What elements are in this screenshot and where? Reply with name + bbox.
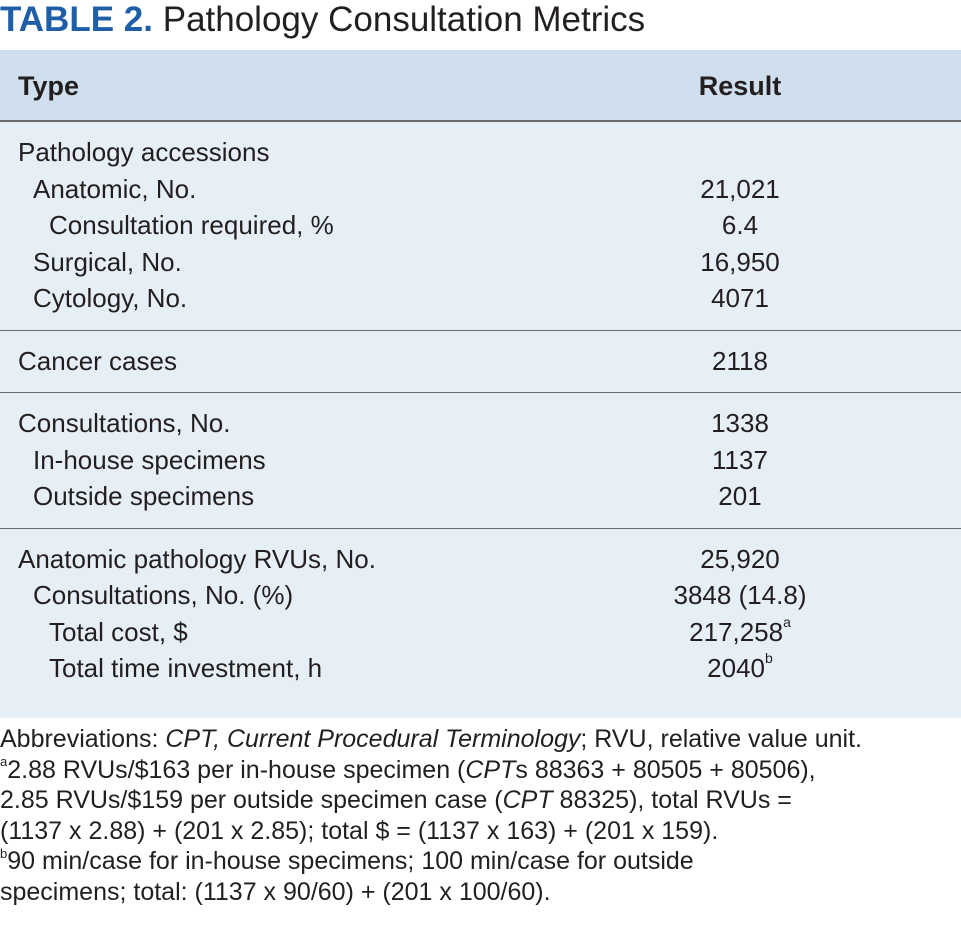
row-value: 6.4 [721, 210, 759, 240]
table-row: Cancer cases 2118 [0, 343, 961, 379]
table-row: Surgical, No. 16,950 [0, 244, 961, 280]
row-label: Anatomic pathology RVUs, No. [18, 543, 376, 574]
row-label: Cancer cases [18, 345, 177, 376]
footnote-marker: b [765, 650, 773, 667]
row-value: 3848 (14.8) [673, 580, 807, 610]
table-title-text: Pathology Consultation Metrics [162, 0, 646, 39]
row-value: 4071 [711, 283, 769, 313]
row-label: In-house specimens [33, 444, 266, 475]
row-label: Cytology, No. [33, 283, 188, 313]
row-value: 2118 [712, 345, 768, 376]
column-header-type: Type [18, 71, 80, 101]
row-label: Total cost, $ [49, 616, 188, 647]
table-header: Type Result [0, 50, 961, 122]
table-section: Pathology accessions Anatomic, No. 21,021 C… [0, 122, 961, 331]
row-value: 1338 [711, 408, 769, 438]
table-row: In-house specimens 1137 [0, 442, 961, 478]
footnote-a-line3: (1137 x 2.88) + (201 x 2.85); total $ = … [0, 816, 719, 845]
table-title: TABLE 2. Pathology Consultation Metrics [0, 0, 961, 46]
row-value: 217,258a [689, 613, 791, 647]
table-row: Cytology, No. 4071 [0, 280, 961, 316]
table-row: Pathology accessions [0, 134, 961, 170]
table-row: Consultations, No. (%) 3848 (14.8) [0, 577, 961, 613]
row-value: 2040b [707, 650, 773, 683]
row-label: Surgical, No. [33, 246, 182, 277]
row-label: Total time investment, h [49, 653, 323, 683]
table-section: Cancer cases 2118 [0, 331, 961, 393]
table-footnotes: Abbreviations: CPT, Current Procedural T… [0, 724, 961, 907]
column-header-result: Result [698, 71, 782, 101]
row-label: Consultations, No. (%) [33, 580, 294, 610]
table-row: Total time investment, h 2040b [0, 650, 961, 686]
row-value: 25,920 [700, 543, 780, 574]
table-section: Consultations, No. 1338 In-house specimens… [0, 393, 961, 529]
table-row: Outside specimens 201 [0, 478, 961, 514]
table-number: TABLE 2. [0, 0, 153, 39]
table-row: Consultation required, % 6.4 [0, 207, 961, 243]
row-value: 201 [718, 481, 762, 511]
row-label: Consultation required, % [49, 210, 334, 240]
footnote-a-line1: a2.88 RVUs/$163 per in-house specimen (C… [0, 754, 816, 784]
footnote-b-line2: specimens; total: (1137 x 90/60) + (201 … [0, 877, 551, 906]
row-label: Anatomic, No. [33, 173, 197, 204]
footnote-abbreviations: Abbreviations: CPT, Current Procedural T… [0, 725, 863, 753]
table-row: Anatomic, No. 21,021 [0, 171, 961, 207]
table-row: Total cost, $ 217,258a [0, 614, 961, 650]
table-section: Anatomic pathology RVUs, No. 25,920 Consul… [0, 529, 961, 701]
row-label: Outside specimens [33, 481, 255, 511]
footnote-b-line1: b90 min/case for in-house specimens; 100… [0, 845, 694, 875]
footnote-a-line2: 2.85 RVUs/$159 per outside specimen case… [0, 786, 792, 814]
row-value: 21,021 [700, 173, 780, 204]
row-label: Pathology accessions [18, 137, 270, 167]
table-row: Consultations, No. 1338 [0, 405, 961, 441]
table-row: Anatomic pathology RVUs, No. 25,920 [0, 541, 961, 577]
footnote-marker: a [783, 613, 791, 630]
metrics-table: Type Result Pathology accessions Anatomic… [0, 50, 961, 718]
row-value: 1137 [712, 444, 768, 475]
row-value: 16,950 [700, 246, 780, 277]
row-label: Consultations, No. [18, 408, 231, 438]
